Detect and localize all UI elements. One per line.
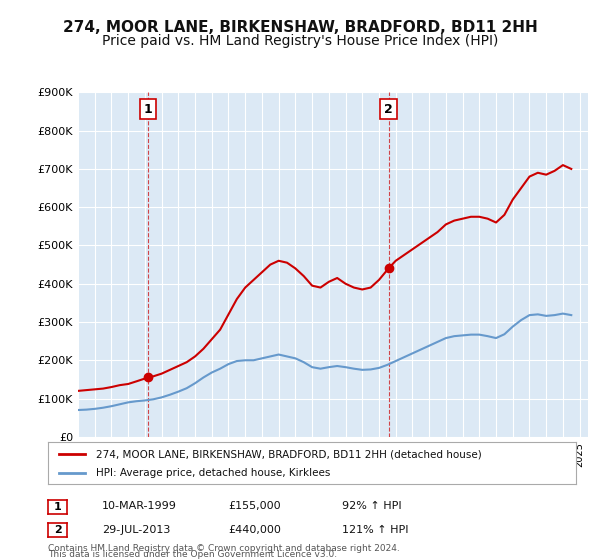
Text: Contains HM Land Registry data © Crown copyright and database right 2024.: Contains HM Land Registry data © Crown c… (48, 544, 400, 553)
Text: This data is licensed under the Open Government Licence v3.0.: This data is licensed under the Open Gov… (48, 550, 337, 559)
Text: 274, MOOR LANE, BIRKENSHAW, BRADFORD, BD11 2HH: 274, MOOR LANE, BIRKENSHAW, BRADFORD, BD… (62, 20, 538, 35)
Text: £440,000: £440,000 (228, 525, 281, 535)
Text: Price paid vs. HM Land Registry's House Price Index (HPI): Price paid vs. HM Land Registry's House … (102, 34, 498, 48)
Text: 1: 1 (54, 502, 61, 511)
Text: 2: 2 (384, 102, 393, 116)
Text: 1: 1 (143, 102, 152, 116)
Text: 92% ↑ HPI: 92% ↑ HPI (342, 501, 401, 511)
Text: 274, MOOR LANE, BIRKENSHAW, BRADFORD, BD11 2HH (detached house): 274, MOOR LANE, BIRKENSHAW, BRADFORD, BD… (95, 449, 481, 459)
Text: HPI: Average price, detached house, Kirklees: HPI: Average price, detached house, Kirk… (95, 468, 330, 478)
Text: 29-JUL-2013: 29-JUL-2013 (102, 525, 170, 535)
Text: 2: 2 (54, 525, 61, 535)
Text: 121% ↑ HPI: 121% ↑ HPI (342, 525, 409, 535)
Text: £155,000: £155,000 (228, 501, 281, 511)
Text: 10-MAR-1999: 10-MAR-1999 (102, 501, 177, 511)
